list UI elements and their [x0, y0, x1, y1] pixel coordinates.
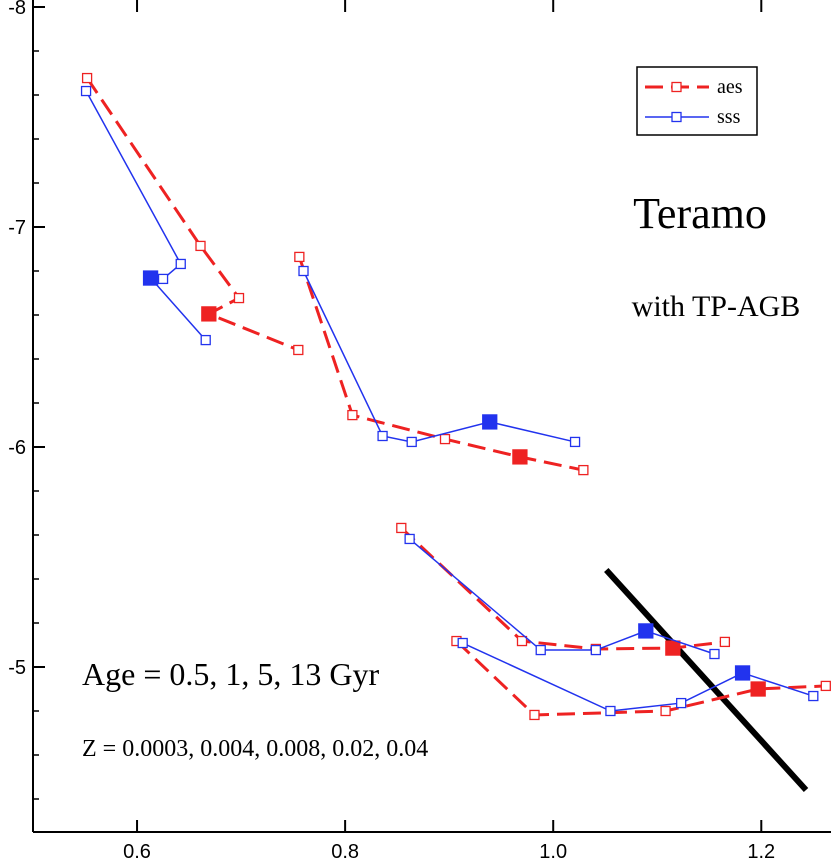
marker	[293, 344, 304, 356]
marker	[439, 433, 451, 445]
chart-title: Teramo	[633, 189, 767, 238]
reference-line	[604, 567, 809, 792]
marker	[719, 636, 731, 648]
annotation: Age = 0.5, 1, 5, 13 Gyr	[82, 656, 379, 692]
marker	[294, 251, 305, 263]
marker	[233, 292, 245, 304]
marker	[195, 240, 206, 252]
marker	[200, 334, 211, 346]
legend-box	[636, 66, 758, 136]
chart-subtitle: with TP-AGB	[632, 290, 801, 323]
filled-marker	[142, 270, 159, 286]
x-tick-label: 1.2	[747, 841, 775, 863]
marker	[590, 644, 602, 656]
marker	[676, 697, 687, 709]
marker	[298, 265, 309, 277]
annotation: Z = 0.0003, 0.004, 0.008, 0.02, 0.04	[82, 736, 428, 762]
marker	[377, 430, 388, 442]
filled-marker	[482, 414, 498, 430]
marker	[80, 85, 92, 97]
legend-marker	[671, 111, 682, 123]
marker	[81, 72, 93, 84]
x-tick-label: 1.0	[539, 841, 567, 863]
marker	[808, 690, 819, 702]
series-line	[85, 77, 826, 717]
marker	[578, 464, 589, 476]
marker	[157, 273, 169, 285]
filled-marker	[638, 623, 654, 639]
legend-label: aes	[717, 76, 743, 98]
marker	[660, 705, 671, 717]
marker	[569, 436, 581, 448]
y-tick-label: -5	[8, 657, 26, 679]
marker	[535, 644, 546, 656]
marker	[406, 436, 417, 448]
marker	[347, 409, 358, 421]
filled-marker	[734, 665, 751, 681]
y-tick-label: -6	[8, 437, 26, 459]
series-line	[85, 90, 814, 712]
filled-marker	[665, 640, 681, 656]
marker	[529, 709, 540, 721]
marker	[709, 648, 720, 660]
filled-marker	[201, 306, 217, 322]
filled-marker	[512, 449, 528, 465]
marker	[404, 533, 415, 545]
x-tick-label: 0.6	[123, 841, 151, 863]
legend-marker	[671, 81, 682, 93]
filled-marker	[750, 681, 766, 697]
marker	[605, 705, 616, 717]
marker	[516, 635, 528, 647]
x-tick-label: 0.8	[331, 841, 359, 863]
legend-label: sss	[717, 106, 741, 128]
y-tick-label: -7	[8, 217, 26, 239]
y-tick-label: -8	[8, 0, 26, 19]
marker	[396, 522, 407, 534]
marker	[175, 258, 186, 270]
marker	[820, 680, 831, 692]
marker	[457, 637, 468, 649]
